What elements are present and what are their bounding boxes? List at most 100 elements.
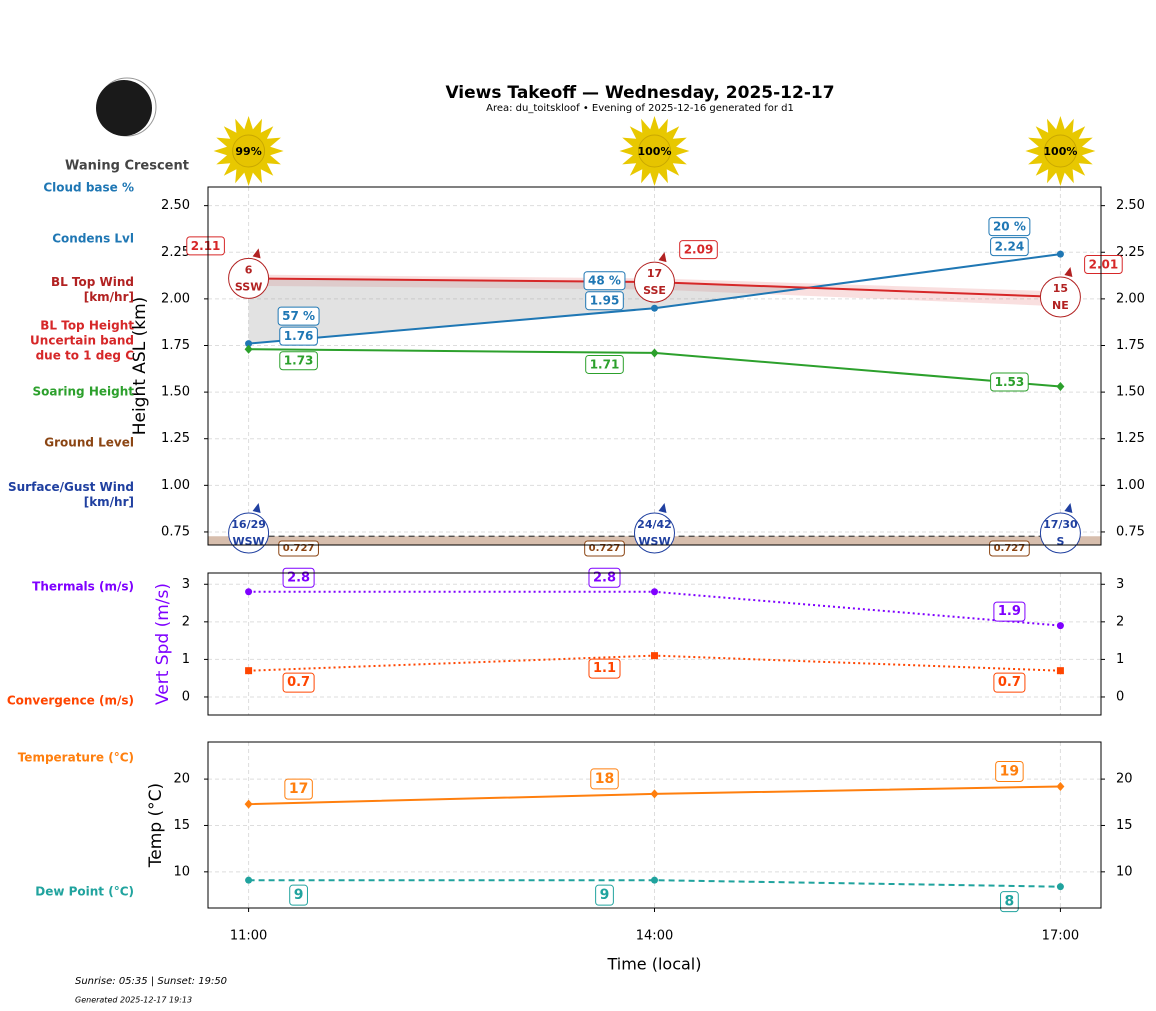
point: [1056, 250, 1064, 258]
data-label-text: 0.727: [283, 543, 315, 554]
label-box: [279, 351, 318, 371]
y2-tick-label: 2.50: [1116, 198, 1145, 213]
sun-disc: [1043, 134, 1077, 168]
wind-arrow: [252, 503, 261, 513]
sun-icon: 100%: [619, 116, 690, 186]
x-axis-label: Time (local): [606, 955, 701, 974]
wind-arrow: [658, 503, 667, 513]
y2-tick-label: 1.00: [1116, 478, 1145, 493]
y-tick-label: 1: [182, 652, 190, 667]
data-label: 19: [995, 761, 1024, 783]
sun-disc: [232, 134, 266, 168]
data-label: 0.727: [989, 540, 1030, 557]
data-label: 0.7: [282, 672, 315, 693]
x-tick-label: 11:00: [230, 929, 267, 944]
wind-arrow: [252, 248, 261, 259]
y2-tick-label: 1: [1116, 652, 1124, 667]
generated-time: Generated 2025-12-17 19:13: [75, 996, 192, 1005]
sun-label: 99%: [235, 145, 261, 158]
label-box: [679, 240, 718, 260]
data-label-text: 8: [1005, 894, 1015, 910]
sun-label: 100%: [638, 145, 672, 158]
series-label: Thermals (m/s): [32, 579, 134, 594]
data-label: 2.11: [186, 236, 225, 256]
y-tick-label: 2.50: [161, 198, 190, 213]
label-box: [995, 761, 1024, 783]
point: [1056, 622, 1064, 630]
moon: [96, 80, 152, 136]
point: [245, 876, 253, 884]
label-box: [590, 768, 619, 790]
chart-subtitle: Area: du_toitskloof • Evening of 2025-12…: [486, 103, 794, 114]
y2-tick-label: 3: [1116, 577, 1124, 592]
y2-tick-label: 2.00: [1116, 291, 1145, 306]
data-label-text: 1.71: [590, 357, 620, 371]
wind-marker: [634, 512, 675, 554]
point: [651, 876, 658, 884]
series-label: Convergence (m/s): [6, 693, 134, 708]
label-box: [585, 354, 624, 374]
y2-tick-label: 2.25: [1116, 245, 1145, 260]
y2-tick-label: 2: [1116, 614, 1124, 629]
y-tick-label: 20: [173, 772, 190, 787]
data-label: 0.727: [584, 540, 625, 557]
data-label: 0.7: [993, 672, 1026, 693]
y-tick-label: 1.25: [161, 431, 190, 446]
point: [651, 588, 658, 596]
point: [1056, 382, 1065, 392]
x-tick-label: 14:00: [636, 929, 673, 944]
data-label: 0.727: [278, 540, 319, 557]
label-box: [186, 236, 225, 256]
wind-speed: 15: [1053, 282, 1068, 295]
data-label-text: 0.7: [998, 675, 1021, 690]
point: [244, 799, 253, 809]
label-box: [284, 778, 313, 800]
data-label: 57 %: [277, 306, 320, 326]
label-box: [279, 326, 318, 346]
label-box: [595, 884, 614, 906]
wind-direction: WSW: [638, 535, 670, 548]
series-label: BL Top Height Uncertain band due to 1 de…: [30, 318, 134, 363]
label-box: [585, 291, 624, 311]
y2-tick-label: 0.75: [1116, 524, 1145, 539]
wind-marker: [228, 257, 270, 299]
point: [651, 652, 658, 660]
y2-tick-label: 1.75: [1116, 338, 1145, 353]
series-label: Soaring Height: [32, 384, 135, 399]
x-tick-label: 17:00: [1042, 929, 1079, 944]
data-label-text: 1.73: [284, 354, 314, 368]
series-label: Ground Level: [44, 435, 134, 450]
data-label: 1.95: [585, 291, 624, 311]
y2-tick-label: 0: [1116, 689, 1124, 704]
label-box: [588, 658, 621, 679]
point: [1056, 883, 1064, 891]
y2-tick-label: 1.50: [1116, 385, 1145, 400]
data-label-text: 2.24: [995, 240, 1025, 254]
data-label-text: 0.727: [589, 543, 621, 554]
wind-speed: 6: [245, 263, 253, 276]
label-box: [993, 672, 1026, 693]
point: [245, 340, 253, 348]
y-tick-label: 1.75: [161, 338, 190, 353]
sun-icon: 99%: [213, 116, 284, 186]
data-label: 2.24: [990, 237, 1029, 257]
sun-label: 100%: [1043, 145, 1077, 158]
data-label-text: 18: [595, 771, 614, 787]
y-tick-label: 1.50: [161, 385, 190, 400]
wind-speed: 17/30: [1043, 518, 1078, 531]
y-tick-label: 2.25: [161, 245, 190, 260]
wind-arrow: [658, 252, 667, 263]
point: [1056, 782, 1065, 792]
data-label: 20 %: [988, 217, 1031, 237]
data-label: 9: [289, 884, 308, 906]
data-label-text: 17: [289, 781, 308, 797]
data-label-text: 57 %: [282, 309, 315, 323]
wind-direction: SSE: [643, 284, 666, 297]
uncertainty-band: [248, 274, 1061, 307]
data-label-text: 1.76: [284, 329, 314, 343]
chart-title: Views Takeoff — Wednesday, 2025-12-17: [445, 83, 834, 103]
series-label: Dew Point (°C): [35, 884, 134, 899]
y2-tick-label: 20: [1116, 772, 1133, 787]
data-label: 2.8: [282, 567, 315, 588]
data-label-text: 48 %: [588, 274, 621, 288]
